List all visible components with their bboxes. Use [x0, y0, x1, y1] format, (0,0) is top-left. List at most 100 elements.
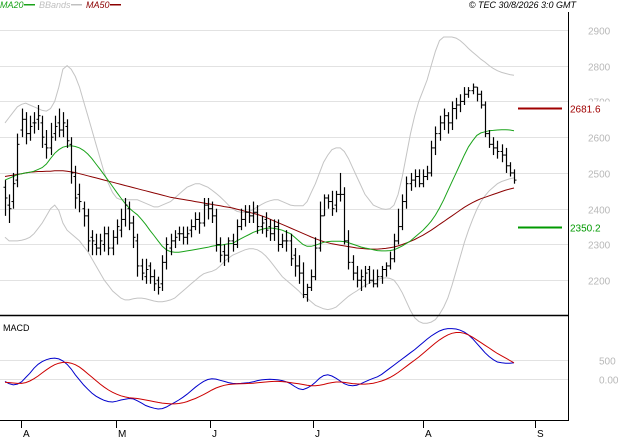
ohlc-bar	[433, 126, 438, 156]
ohlc-bar	[181, 226, 186, 245]
right-axis-panel	[568, 12, 627, 421]
ohlc-bar	[371, 269, 376, 288]
ohlc-bar	[479, 90, 484, 109]
ohlc-bar	[260, 215, 265, 234]
ohlc-bar	[404, 176, 409, 209]
ohlc-bar	[73, 165, 78, 209]
ohlc-bar	[164, 237, 169, 270]
ohlc-bar	[49, 122, 54, 156]
legend-ma20: MA20	[0, 0, 24, 10]
ohlc-bar	[185, 226, 190, 245]
macd-tick-label: 500	[599, 357, 616, 368]
price-tick-label: 2200	[588, 277, 611, 288]
ohlc-bar	[363, 265, 368, 288]
ohlc-bar	[425, 165, 430, 181]
ohlc-bar	[98, 233, 103, 256]
ohlc-bar	[512, 169, 517, 184]
ohlc-bar	[375, 269, 380, 288]
ohlc-bar	[3, 180, 8, 216]
ohlc-bar	[297, 255, 302, 284]
ohlc-bar	[322, 194, 327, 217]
ohlc-bar	[417, 169, 422, 188]
ohlc-bar	[334, 190, 339, 213]
ohlc-bar	[32, 112, 37, 134]
ohlc-bar	[44, 130, 49, 159]
ohlc-bar	[255, 205, 260, 234]
x-axis-tick-label: A	[425, 429, 432, 440]
ohlc-bar	[123, 197, 128, 227]
price-tick-label: 2300	[588, 241, 611, 252]
legend-ma20-swatch	[24, 4, 35, 6]
ohlc-bar	[309, 269, 314, 291]
ohlc-bar	[160, 255, 165, 291]
price-tick-label: 2900	[588, 27, 611, 38]
ohlc-bar	[384, 262, 389, 277]
ohlc-bar	[318, 201, 323, 252]
ohlc-bar	[189, 219, 194, 238]
price-tick-label: 2500	[588, 170, 611, 181]
ohlc-bar	[15, 133, 20, 188]
ohlc-bar	[210, 201, 215, 224]
ohlc-bar	[458, 94, 463, 113]
ohlc-bar	[156, 276, 161, 295]
ohlc-bar	[355, 265, 360, 288]
x-axis-tick-label: J	[212, 429, 217, 440]
ohlc-bar	[231, 233, 236, 252]
ohlc-bar	[7, 194, 12, 224]
bbands-upper-line	[4, 36, 515, 213]
ohlc-bar	[140, 258, 145, 281]
ohlc-bar	[508, 162, 513, 177]
ohlc-bar	[144, 258, 149, 284]
bollinger-bands	[4, 36, 515, 324]
ohlc-bar	[90, 230, 95, 256]
ohlc-bar	[148, 262, 153, 284]
ohlc-bar	[69, 137, 74, 184]
macd-panel-title: MACD	[3, 323, 30, 333]
ohlc-bar	[504, 147, 509, 173]
ohlc-bar	[115, 219, 120, 245]
ohlc-bar	[235, 219, 240, 249]
x-axis-tick-label: S	[537, 429, 544, 440]
ohlc-bar	[429, 140, 434, 177]
ohlc-bar	[442, 108, 447, 131]
ohlc-bar	[388, 251, 393, 270]
price-panel-background	[0, 12, 568, 316]
ohlc-bar	[40, 115, 45, 148]
ohlc-bar	[289, 233, 294, 266]
ohlc-bar	[173, 230, 178, 249]
ohlc-bar	[226, 237, 231, 263]
ohlc-bar	[276, 219, 281, 252]
x-axis-tick-label: A	[23, 429, 30, 440]
ohlc-bar	[20, 108, 25, 138]
ohlc-bar	[454, 97, 459, 120]
macd-axis-tick-labels: 0.00 500	[599, 357, 619, 387]
level-label-background	[569, 101, 627, 115]
ohlc-bar	[326, 194, 331, 209]
ohlc-bar	[243, 205, 248, 227]
macd-signal-line	[4, 332, 515, 405]
ohlc-bar	[57, 108, 62, 138]
ohlc-bar	[77, 183, 82, 213]
ohlc-bar	[111, 230, 116, 256]
ohlc-bar	[359, 269, 364, 291]
ohlc-bar	[471, 83, 476, 95]
ohlc-bar	[214, 208, 219, 252]
ohlc-bar	[36, 104, 41, 131]
ohlc-bar	[495, 140, 500, 159]
ohlc-bar	[135, 233, 140, 277]
ohlc-bar	[218, 237, 223, 263]
ohlc-bar	[483, 101, 488, 138]
ohlc-bar	[239, 208, 244, 231]
legend-bbands: BBands	[39, 0, 71, 10]
ohlc-bar	[86, 208, 91, 252]
ohlc-bar	[396, 208, 401, 245]
ohlc-bar	[338, 172, 343, 202]
ohlc-bar	[466, 87, 471, 98]
ohlc-bar	[351, 255, 356, 281]
ohlc-bar	[222, 244, 227, 266]
macd-series	[4, 328, 515, 410]
price-tick-label: 2600	[588, 134, 611, 145]
legend-ma50-swatch	[110, 4, 121, 6]
